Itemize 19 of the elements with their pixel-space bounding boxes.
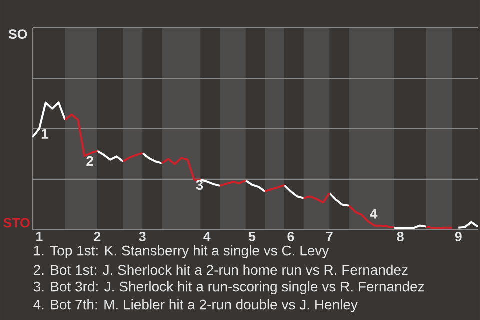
x-tick-label: 1 [36, 232, 43, 242]
x-tick-label: 4 [204, 232, 211, 242]
text: 2. Bot 1st: J. Sherlock hit a 2-run home run vs R. Fernandez [34, 264, 408, 276]
x-tick-label: 9 [455, 232, 462, 242]
x-tick-label: 5 [248, 232, 256, 242]
annotation: 2 [86, 156, 94, 166]
text: 3. Bot 3rd: J. Sherlock hit a run-scoring single vs R. Fernandez [34, 281, 424, 295]
annotation: 3 [196, 180, 204, 190]
text: 1. Top 1st: K. Stansberry hit a single vs C. Levy [34, 245, 330, 259]
text: STO [4, 218, 30, 228]
x-tick-label: 3 [139, 232, 146, 242]
x-tick-label: 8 [397, 232, 404, 242]
text: 4. Bot 7th: M. Liebler hit a 2-run double vs J. Henley [34, 299, 358, 313]
x-tick-label: 2 [94, 232, 101, 242]
annotation: 1 [42, 129, 48, 139]
x-tick-label: 7 [326, 232, 333, 242]
x-tick-label: 6 [288, 232, 294, 242]
text: SO [8, 30, 28, 40]
annotation: 4 [370, 209, 378, 219]
